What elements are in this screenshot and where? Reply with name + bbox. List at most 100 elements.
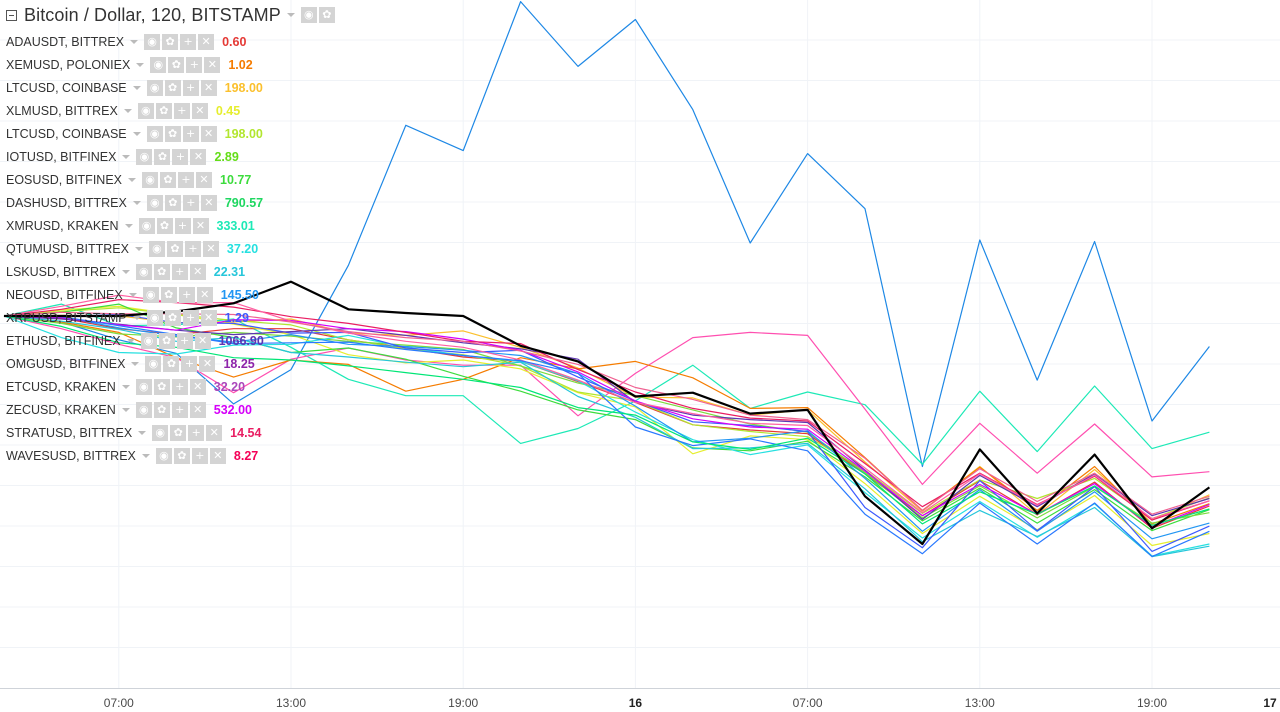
collapse-legend-icon[interactable] xyxy=(6,9,17,21)
chevron-down-icon[interactable] xyxy=(138,430,147,435)
gear-icon[interactable]: ✿ xyxy=(155,102,172,119)
close-icon[interactable]: ✕ xyxy=(196,171,212,188)
legend-item[interactable]: LSKUSD, BITTREX ◉ ✿ + ✕ 22.31 xyxy=(0,260,337,283)
gear-icon[interactable]: ✿ xyxy=(160,171,176,188)
gear-icon[interactable]: ✿ xyxy=(170,424,187,441)
gear-icon[interactable]: ✿ xyxy=(153,263,170,280)
plus-icon[interactable]: + xyxy=(171,263,188,280)
close-icon[interactable]: ✕ xyxy=(194,332,211,349)
plus-icon[interactable]: + xyxy=(172,148,189,165)
gear-icon[interactable]: ✿ xyxy=(164,125,181,142)
chevron-down-icon[interactable] xyxy=(286,13,295,17)
close-icon[interactable]: ✕ xyxy=(200,79,217,96)
close-icon[interactable]: ✕ xyxy=(206,424,223,441)
gear-icon[interactable]: ✿ xyxy=(318,7,335,23)
legend-item[interactable]: DASHUSD, BITTREX ◉ ✿ + ✕ 790.57 xyxy=(0,191,337,214)
chevron-down-icon[interactable] xyxy=(131,361,140,366)
close-icon[interactable]: ✕ xyxy=(192,217,209,234)
plus-icon[interactable]: + xyxy=(178,286,195,303)
legend-item[interactable]: XMRUSD, KRAKEN ◉ ✿ + ✕ 333.01 xyxy=(0,214,337,237)
eye-icon[interactable]: ◉ xyxy=(150,56,167,73)
legend-item[interactable]: IOTUSD, BITFINEX ◉ ✿ + ✕ 2.89 xyxy=(0,145,337,168)
chevron-down-icon[interactable] xyxy=(136,62,145,67)
chevron-down-icon[interactable] xyxy=(134,246,143,251)
eye-icon[interactable]: ◉ xyxy=(152,424,169,441)
legend-item[interactable]: NEOUSD, BITFINEX ◉ ✿ + ✕ 145.50 xyxy=(0,283,337,306)
plus-icon[interactable]: + xyxy=(181,355,198,372)
chevron-down-icon[interactable] xyxy=(124,223,133,228)
eye-icon[interactable]: ◉ xyxy=(135,263,152,280)
chevron-down-icon[interactable] xyxy=(121,269,130,274)
chevron-down-icon[interactable] xyxy=(132,85,141,90)
eye-icon[interactable]: ◉ xyxy=(136,148,153,165)
plus-icon[interactable]: + xyxy=(191,447,208,464)
chevron-down-icon[interactable] xyxy=(122,154,131,159)
gear-icon[interactable]: ✿ xyxy=(166,240,183,257)
chevron-down-icon[interactable] xyxy=(132,131,141,136)
plus-icon[interactable]: + xyxy=(182,79,199,96)
eye-icon[interactable]: ◉ xyxy=(148,240,165,257)
eye-icon[interactable]: ◉ xyxy=(146,125,163,142)
legend-item[interactable]: ADAUSDT, BITTREX ◉ ✿ + ✕ 0.60 xyxy=(0,30,337,53)
plus-icon[interactable]: + xyxy=(182,309,199,326)
close-icon[interactable]: ✕ xyxy=(199,355,216,372)
eye-icon[interactable]: ◉ xyxy=(135,401,152,418)
eye-icon[interactable]: ◉ xyxy=(155,447,172,464)
gear-icon[interactable]: ✿ xyxy=(156,217,173,234)
close-icon[interactable]: ✕ xyxy=(204,56,221,73)
eye-icon[interactable]: ◉ xyxy=(142,286,159,303)
eye-icon[interactable]: ◉ xyxy=(144,33,161,50)
legend-item[interactable]: OMGUSD, BITFINEX ◉ ✿ + ✕ 18.25 xyxy=(0,352,337,375)
legend-item[interactable]: STRATUSD, BITTREX ◉ ✿ + ✕ 14.54 xyxy=(0,421,337,444)
plus-icon[interactable]: + xyxy=(180,33,197,50)
close-icon[interactable]: ✕ xyxy=(191,102,208,119)
chevron-down-icon[interactable] xyxy=(121,384,130,389)
gear-icon[interactable]: ✿ xyxy=(162,33,179,50)
gear-icon[interactable]: ✿ xyxy=(164,309,181,326)
eye-icon[interactable]: ◉ xyxy=(140,332,157,349)
close-icon[interactable]: ✕ xyxy=(209,447,226,464)
plus-icon[interactable]: + xyxy=(178,171,194,188)
eye-icon[interactable]: ◉ xyxy=(142,171,158,188)
plus-icon[interactable]: + xyxy=(171,378,188,395)
close-icon[interactable]: ✕ xyxy=(189,401,206,418)
close-icon[interactable]: ✕ xyxy=(200,125,217,142)
chevron-down-icon[interactable] xyxy=(121,407,130,412)
eye-icon[interactable]: ◉ xyxy=(146,309,163,326)
gear-icon[interactable]: ✿ xyxy=(173,447,190,464)
chevron-down-icon[interactable] xyxy=(132,315,141,320)
chevron-down-icon[interactable] xyxy=(126,338,135,343)
chevron-down-icon[interactable] xyxy=(128,177,136,182)
legend-item[interactable]: ETCUSD, KRAKEN ◉ ✿ + ✕ 32.20 xyxy=(0,375,337,398)
gear-icon[interactable]: ✿ xyxy=(164,194,181,211)
plus-icon[interactable]: + xyxy=(176,332,193,349)
close-icon[interactable]: ✕ xyxy=(190,148,207,165)
eye-icon[interactable]: ◉ xyxy=(146,79,163,96)
eye-icon[interactable]: ◉ xyxy=(138,217,155,234)
legend-item[interactable]: ETHUSD, BITFINEX ◉ ✿ + ✕ 1066.90 xyxy=(0,329,337,352)
gear-icon[interactable]: ✿ xyxy=(158,332,175,349)
legend-item[interactable]: XRPUSD, BITSTAMP ◉ ✿ + ✕ 1.29 xyxy=(0,306,337,329)
legend-item[interactable]: XEMUSD, POLONIEX ◉ ✿ + ✕ 1.02 xyxy=(0,53,337,76)
close-icon[interactable]: ✕ xyxy=(189,378,206,395)
close-icon[interactable]: ✕ xyxy=(202,240,219,257)
gear-icon[interactable]: ✿ xyxy=(160,286,177,303)
legend-item[interactable]: QTUMUSD, BITTREX ◉ ✿ + ✕ 37.20 xyxy=(0,237,337,260)
close-icon[interactable]: ✕ xyxy=(196,286,213,303)
gear-icon[interactable]: ✿ xyxy=(153,378,170,395)
gear-icon[interactable]: ✿ xyxy=(154,148,171,165)
plus-icon[interactable]: + xyxy=(186,56,203,73)
chevron-down-icon[interactable] xyxy=(123,108,132,113)
eye-icon[interactable]: ◉ xyxy=(145,355,162,372)
legend-item[interactable]: LTCUSD, COINBASE ◉ ✿ + ✕ 198.00 xyxy=(0,122,337,145)
chevron-down-icon[interactable] xyxy=(141,453,150,458)
legend-item[interactable]: EOSUSD, BITFINEX ◉ ✿ + ✕ 10.77 xyxy=(0,168,337,191)
chevron-down-icon[interactable] xyxy=(130,39,139,44)
legend-item[interactable]: XLMUSD, BITTREX ◉ ✿ + ✕ 0.45 xyxy=(0,99,337,122)
chevron-down-icon[interactable] xyxy=(128,292,137,297)
close-icon[interactable]: ✕ xyxy=(200,309,217,326)
gear-icon[interactable]: ✿ xyxy=(168,56,185,73)
eye-icon[interactable]: ◉ xyxy=(146,194,163,211)
eye-icon[interactable]: ◉ xyxy=(300,7,317,23)
legend-item[interactable]: LTCUSD, COINBASE ◉ ✿ + ✕ 198.00 xyxy=(0,76,337,99)
